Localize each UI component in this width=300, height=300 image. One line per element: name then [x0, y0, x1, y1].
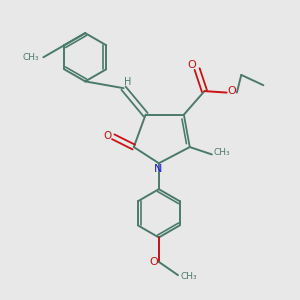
Text: CH₃: CH₃: [214, 148, 230, 158]
Text: CH₃: CH₃: [181, 272, 197, 281]
Text: O: O: [188, 61, 196, 70]
Text: N: N: [154, 164, 162, 174]
Text: CH₃: CH₃: [23, 53, 39, 62]
Text: O: O: [227, 86, 236, 96]
Text: O: O: [149, 257, 158, 268]
Text: O: O: [103, 131, 111, 141]
Text: H: H: [124, 77, 132, 87]
